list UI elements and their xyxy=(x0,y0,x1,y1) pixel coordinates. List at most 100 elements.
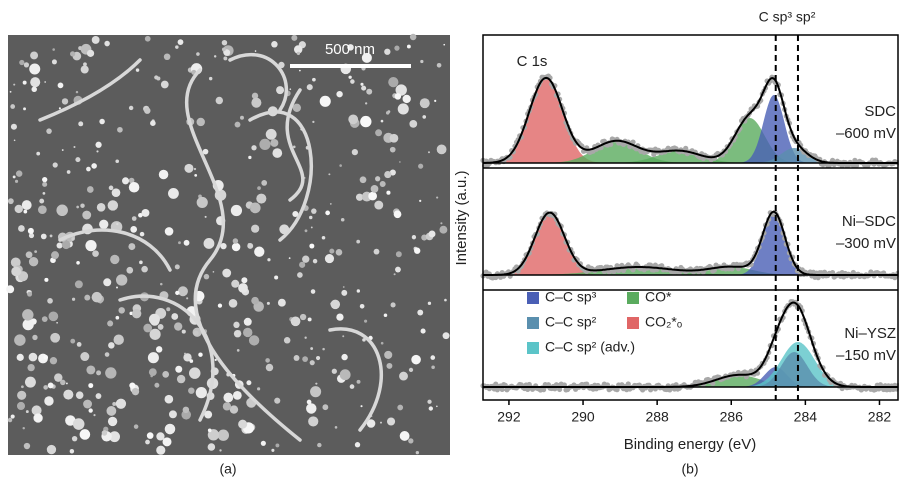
particle xyxy=(52,162,58,168)
particle xyxy=(19,59,25,66)
particle xyxy=(56,242,63,249)
particle xyxy=(290,316,301,327)
particle xyxy=(431,365,435,370)
particle xyxy=(73,146,76,149)
particle xyxy=(366,88,373,95)
legend-label: C–C sp³ xyxy=(545,289,597,305)
particle xyxy=(248,155,252,160)
particle xyxy=(18,225,25,232)
particle xyxy=(254,50,257,52)
particle xyxy=(63,389,74,400)
particle xyxy=(217,303,223,308)
annotation: C sp³ sp² xyxy=(759,9,816,25)
particle xyxy=(183,353,192,362)
particle xyxy=(11,266,21,277)
particle xyxy=(28,257,39,267)
particle xyxy=(304,336,307,339)
panel-label: (b) xyxy=(681,461,698,477)
particle xyxy=(99,118,105,125)
particle xyxy=(51,59,57,65)
particle xyxy=(155,346,163,353)
legend-swatch xyxy=(627,317,639,329)
particle xyxy=(150,120,156,126)
particle xyxy=(7,417,13,423)
particle xyxy=(104,40,110,47)
particle xyxy=(342,286,345,288)
fit-peak xyxy=(483,352,898,387)
particle xyxy=(415,450,420,455)
particle xyxy=(44,277,49,282)
particle xyxy=(276,86,285,95)
particle xyxy=(340,217,345,222)
particle xyxy=(71,237,75,241)
x-tick-label: 284 xyxy=(794,409,818,425)
particle xyxy=(380,421,382,424)
peak-label: C 1s xyxy=(517,53,548,70)
particle xyxy=(115,159,120,164)
particle xyxy=(78,121,84,127)
particle xyxy=(13,83,16,86)
particle xyxy=(189,367,201,379)
particle xyxy=(309,215,313,220)
particle xyxy=(220,242,227,250)
particle xyxy=(23,442,31,450)
particle xyxy=(154,382,160,388)
particle xyxy=(356,239,361,244)
particle xyxy=(240,115,244,120)
particle xyxy=(126,266,134,274)
particle xyxy=(28,352,38,362)
particle xyxy=(389,133,399,143)
particle xyxy=(427,301,432,305)
particle xyxy=(107,320,114,327)
particle xyxy=(91,163,97,169)
particle xyxy=(148,368,157,377)
legend-swatch xyxy=(527,317,539,329)
particle xyxy=(271,448,275,452)
particle xyxy=(23,107,26,111)
particle xyxy=(306,399,312,405)
particle xyxy=(141,208,150,217)
particle xyxy=(289,88,292,90)
particle xyxy=(274,397,281,404)
particle xyxy=(156,445,166,455)
measured-point xyxy=(683,145,689,151)
particle xyxy=(175,290,180,296)
particle xyxy=(221,40,228,46)
particle xyxy=(139,231,145,237)
particle xyxy=(233,329,242,338)
particle xyxy=(50,332,61,343)
particle xyxy=(65,415,76,426)
particle xyxy=(135,68,140,72)
particle xyxy=(23,209,28,214)
particle xyxy=(341,289,348,296)
sem-image xyxy=(6,33,450,455)
particle xyxy=(297,272,303,278)
particle xyxy=(14,204,23,214)
particle xyxy=(349,384,355,389)
particle xyxy=(375,129,383,137)
particle xyxy=(24,376,36,388)
particle xyxy=(31,86,37,93)
particle xyxy=(383,313,388,318)
particle xyxy=(274,275,279,280)
particle xyxy=(85,239,97,252)
particle xyxy=(148,313,160,325)
particle xyxy=(302,356,308,363)
particle xyxy=(144,107,151,114)
particle xyxy=(133,424,139,429)
x-axis-label: Binding energy (eV) xyxy=(624,436,757,453)
particle xyxy=(359,303,365,309)
measured-point xyxy=(630,139,636,145)
panel-condition: Ni–YSZ xyxy=(844,325,896,342)
particle xyxy=(419,98,430,109)
fiber xyxy=(228,52,288,112)
particle xyxy=(243,317,252,326)
measured-point xyxy=(557,386,563,393)
particle xyxy=(116,222,119,226)
legend-swatch xyxy=(527,292,539,304)
particle xyxy=(267,258,271,262)
particle xyxy=(143,323,153,333)
particle xyxy=(21,385,24,389)
particle xyxy=(30,51,39,60)
particle xyxy=(427,399,432,404)
